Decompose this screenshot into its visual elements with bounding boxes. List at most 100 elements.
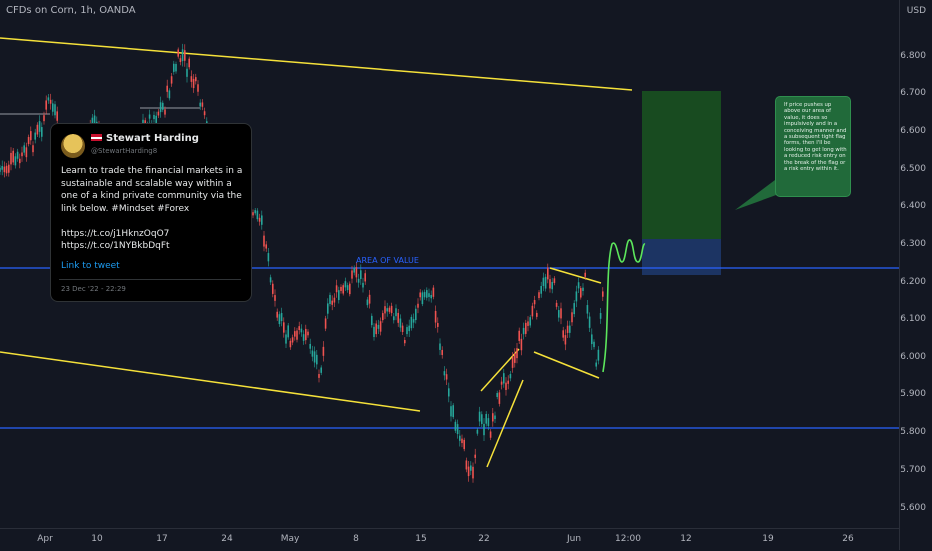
channel-lower-trendline[interactable] [0, 351, 421, 412]
candle-body [322, 346, 325, 356]
candle-body [580, 288, 582, 298]
candle-body [434, 310, 437, 323]
symbol-header[interactable]: CFDs on Corn, 1h, OANDA [6, 5, 136, 16]
candle-body [544, 276, 547, 289]
candle-body [294, 331, 296, 337]
candle-body [159, 102, 162, 113]
risk-zone[interactable] [642, 239, 721, 275]
candle-body [492, 413, 494, 422]
candle-body [258, 217, 261, 222]
candle-body [588, 316, 591, 328]
candle-body [597, 349, 600, 361]
candle-body [285, 334, 287, 344]
candle-body [197, 84, 199, 92]
flag-pole-right[interactable] [486, 379, 524, 468]
candle-body [318, 374, 320, 378]
candle-body [357, 278, 360, 283]
candle-body [467, 466, 470, 477]
candle-body [503, 373, 505, 384]
candle-body [419, 292, 421, 298]
tweet-date: 23 Dec '22 - 22:29 [61, 285, 126, 293]
candle-body [192, 78, 195, 89]
candle-body [599, 313, 602, 319]
candle-body [375, 323, 377, 335]
candle-body [522, 327, 525, 335]
candle-body [454, 421, 457, 431]
candle-body [362, 282, 364, 288]
candle-body [3, 166, 6, 173]
candle-body [566, 325, 569, 333]
candle-body [289, 340, 292, 348]
candle-body [478, 411, 481, 422]
price-tick-label: 5.600 [900, 503, 926, 513]
analysis-note-callout[interactable]: If price pushes up above our area of val… [775, 96, 851, 197]
embedded-tweet-card[interactable]: Stewart Harding @StewartHarding8 Learn t… [50, 123, 252, 302]
time-tick-label: 15 [415, 534, 427, 544]
candle-body [549, 279, 551, 289]
candle-body [296, 330, 298, 340]
candle-body [529, 317, 531, 326]
candle-body [500, 381, 503, 385]
candle-body [421, 292, 424, 305]
candle-body [463, 439, 465, 450]
candle-body [0, 167, 1, 172]
candle-body [525, 322, 527, 334]
flag-upper-line[interactable] [549, 267, 602, 284]
candle-body [516, 348, 518, 359]
price-tick-label: 6.200 [900, 277, 926, 287]
time-tick-label: May [280, 534, 300, 544]
candle-body [351, 270, 353, 279]
candle-body [485, 413, 487, 424]
candle-body [148, 114, 151, 119]
time-axis[interactable] [0, 528, 900, 551]
candle-body [43, 115, 45, 122]
candle-body [252, 212, 254, 216]
candle-body [560, 308, 562, 319]
candle-body [562, 330, 564, 338]
flag-lower-line[interactable] [533, 351, 600, 379]
area-of-value-label[interactable]: AREA OF VALUE [356, 256, 419, 265]
price-tick-label: 5.900 [900, 389, 926, 399]
candle-body [23, 145, 25, 153]
price-chart[interactable] [0, 0, 900, 528]
channel-upper-trendline[interactable] [0, 37, 633, 91]
candle-body [302, 334, 305, 341]
price-tick-label: 6.800 [900, 51, 926, 61]
candle-body [415, 308, 417, 321]
tweet-body-line: Learn to trade the financial markets in … [61, 166, 243, 214]
time-tick-label: 12:00 [615, 534, 641, 544]
candle-body [584, 272, 586, 277]
candle-body [555, 302, 558, 307]
candle-body [366, 299, 369, 306]
candle-body [199, 102, 201, 107]
link-to-tweet[interactable]: Link to tweet [61, 261, 120, 271]
projection-path[interactable] [602, 239, 646, 373]
candle-body [404, 339, 406, 344]
candle-body [338, 290, 340, 301]
candle-body [300, 328, 303, 333]
candle-body [448, 388, 450, 397]
candle-body [595, 362, 597, 367]
candle-body [333, 297, 336, 303]
candle-body [445, 374, 448, 380]
candle-body [553, 278, 556, 283]
candle-body [21, 152, 23, 157]
candle-body [12, 150, 14, 163]
time-tick-label: 26 [842, 534, 854, 544]
candle-body [542, 277, 545, 287]
candle-body [329, 294, 331, 305]
candle-body [188, 58, 190, 68]
candle-body [390, 305, 393, 314]
candle-body [412, 319, 415, 323]
flag-pole-left[interactable] [480, 348, 520, 392]
candle-body [450, 406, 452, 417]
time-tick-label: 22 [478, 534, 490, 544]
candle-body [461, 438, 463, 444]
candle-body [540, 285, 542, 294]
target-zone[interactable] [642, 91, 721, 239]
price-axis[interactable]: USD 6.800 6.700 6.600 6.500 6.400 6.300 6.200 6… [899, 0, 932, 550]
candle-body [327, 303, 329, 314]
candle-body [170, 76, 173, 84]
candle-body [47, 97, 50, 101]
candle-body [494, 415, 496, 420]
